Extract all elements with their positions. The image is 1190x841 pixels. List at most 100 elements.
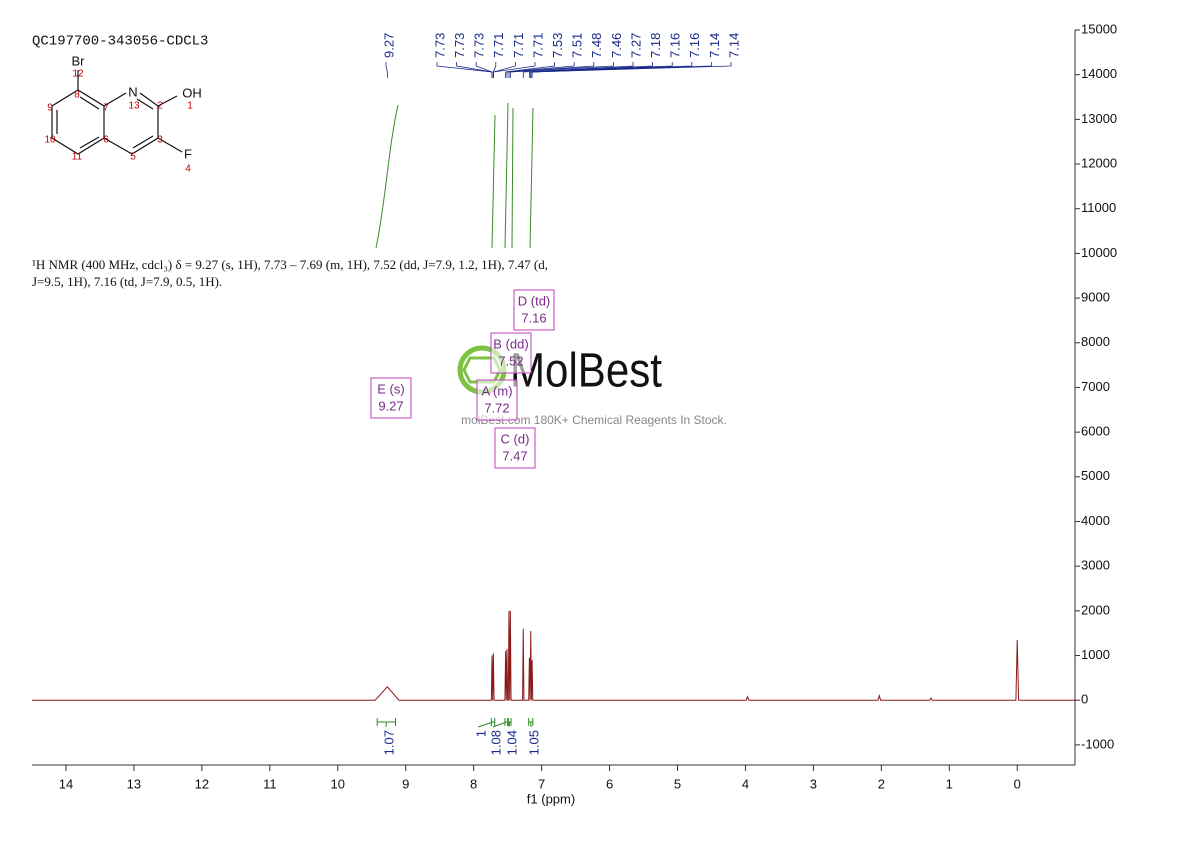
y-tick-label: 4000: [1081, 513, 1110, 528]
y-tick-label: 14000: [1081, 66, 1117, 81]
peak-label: 7.71: [491, 33, 506, 58]
peak-label: 7.16: [687, 33, 702, 58]
atom-number: 4: [185, 164, 191, 175]
multiplet-shift: 7.16: [521, 310, 546, 325]
integral-bracket: [376, 718, 397, 728]
peak-connector: [492, 62, 536, 78]
x-tick-label: 14: [59, 776, 73, 791]
x-tick-label: 1: [946, 776, 953, 791]
atom-number: 2: [157, 101, 163, 112]
y-tick-label: 9000: [1081, 290, 1110, 305]
y-tick-label: 10000: [1081, 245, 1117, 260]
peak-connector: [436, 62, 493, 78]
y-tick-label: 13000: [1081, 111, 1117, 126]
peak-label: 7.46: [609, 33, 624, 58]
y-tick-label: 3000: [1081, 558, 1110, 573]
integral-bracket: [507, 718, 512, 728]
molecule-bonds: [51, 70, 183, 155]
peak-connector: [385, 62, 388, 78]
multiplet-name: A (m): [481, 383, 512, 398]
x-tick-label: 8: [470, 776, 477, 791]
multiplet-box: [494, 427, 536, 469]
integral-bracket: [492, 718, 509, 728]
x-tick-label: 11: [263, 776, 277, 791]
multiplet-box: [476, 379, 518, 421]
y-tick-label: 6000: [1081, 424, 1110, 439]
integral-label: 1.07: [381, 730, 396, 755]
x-tick-label: 7: [538, 776, 545, 791]
multiplet-name: D (td): [518, 293, 551, 308]
peak-label: 7.48: [589, 33, 604, 58]
peak-label: 7.53: [550, 33, 565, 58]
y-tick-label: 5000: [1081, 468, 1110, 483]
atom-number: 3: [157, 135, 163, 146]
y-tick-label: 11000: [1081, 200, 1116, 215]
peak-connector: [506, 62, 575, 78]
atom-number: 11: [72, 152, 83, 163]
atom-number: 7: [103, 103, 109, 114]
y-tick-label: 12000: [1081, 155, 1117, 170]
x-tick-label: 9: [402, 776, 409, 791]
x-tick-label: 13: [127, 776, 141, 791]
watermark-logo-text: MolBest: [510, 345, 662, 398]
x-tick-label: 6: [606, 776, 613, 791]
peak-connector: [475, 62, 493, 78]
atom-number: 10: [44, 135, 56, 146]
peak-label: 7.16: [668, 33, 683, 58]
integral-label: 1.04: [504, 730, 519, 755]
spectrum-line: [32, 610, 1075, 701]
watermark-tagline: molBest.com 180K+ Chemical Reagents In S…: [461, 413, 727, 427]
chart-title: QC197700-343056-CDCL3: [32, 34, 208, 50]
x-tick-label: 2: [878, 776, 885, 791]
multiplet-name: E (s): [377, 381, 404, 396]
atom-number: 13: [128, 101, 140, 112]
x-tick-label: 5: [674, 776, 681, 791]
atom-label: N: [128, 84, 137, 99]
y-tick-label: 8000: [1081, 334, 1110, 349]
integral-bracket: [528, 718, 534, 728]
atom-number: 12: [72, 69, 84, 80]
peak-connector: [528, 62, 653, 78]
multiplet-box: [370, 377, 412, 419]
x-tick-label: 0: [1014, 776, 1021, 791]
peak-label: 9.27: [381, 33, 396, 58]
peak-label: 7.71: [511, 33, 526, 58]
peak-label: 7.73: [432, 33, 447, 58]
peak-label: 7.27: [628, 33, 643, 58]
atom-label: OH: [182, 85, 202, 100]
peak-label: 7.73: [472, 33, 487, 58]
multiplet-shift: 9.27: [378, 398, 403, 413]
atom-label: Br: [72, 53, 86, 68]
peak-connector: [505, 62, 555, 78]
integral-bracket: [477, 718, 496, 728]
peak-connector: [508, 62, 595, 78]
y-tick-label: 15000: [1081, 21, 1117, 36]
nmr-description: ¹H NMR (400 MHz, cdcl₃) δ = 9.27 (s, 1H)…: [32, 257, 548, 289]
peak-label: 7.71: [530, 33, 545, 58]
multiplet-shift: 7.52: [498, 353, 523, 368]
atom-label: F: [184, 146, 192, 161]
y-tick-label: 7000: [1081, 379, 1110, 394]
atom-number: 8: [74, 90, 80, 101]
atom-number: 1: [187, 101, 193, 112]
peak-label: 7.51: [570, 33, 585, 58]
multiplet-name: C (d): [501, 431, 530, 446]
integral-label: 1: [473, 730, 488, 737]
y-tick-label: -1000: [1081, 736, 1114, 751]
x-tick-label: 10: [331, 776, 345, 791]
x-axis-label: f1 (ppm): [527, 791, 575, 806]
multiplet-box: [513, 289, 555, 331]
atom-number: 9: [47, 103, 53, 114]
peak-connector: [492, 62, 516, 78]
atom-number: 5: [130, 152, 136, 163]
multiplet-box: [490, 332, 532, 374]
peak-label: 7.14: [707, 33, 722, 58]
integral-curves: [375, 102, 534, 249]
peak-label: 7.18: [648, 33, 663, 58]
y-tick-label: 0: [1081, 692, 1088, 707]
atom-number: 6: [103, 135, 109, 146]
multiplet-shift: 7.47: [502, 448, 527, 463]
x-tick-label: 4: [742, 776, 749, 791]
